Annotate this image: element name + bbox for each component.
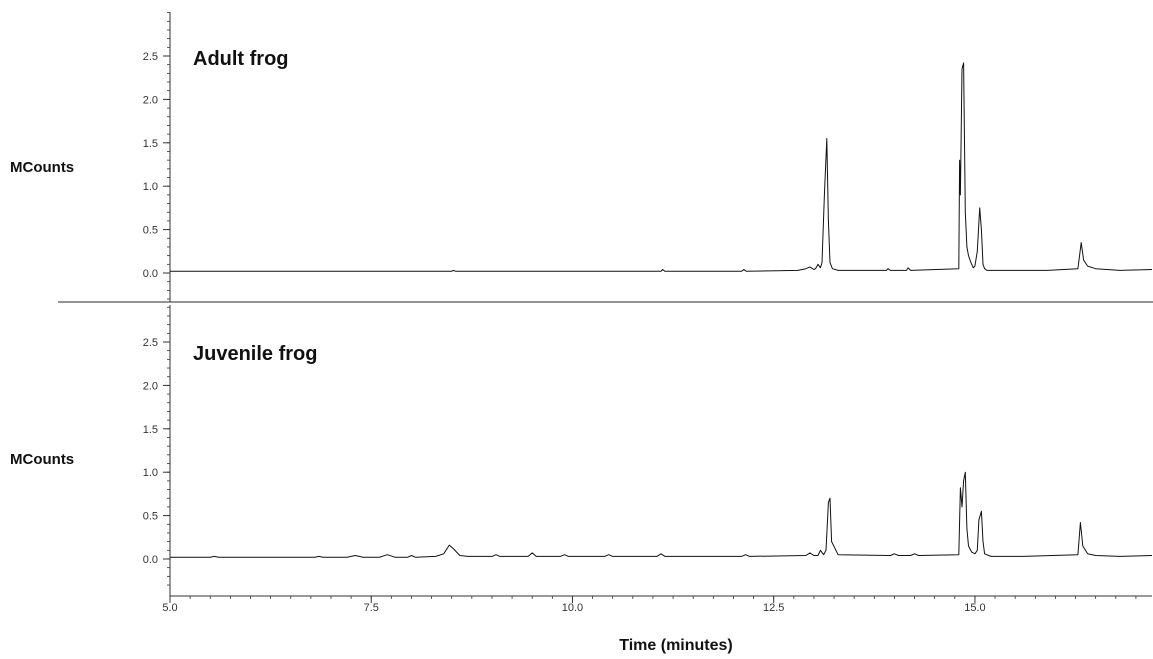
y-tick-label: 0.5: [143, 225, 158, 237]
y-tick-label: 1.5: [143, 138, 158, 150]
y-tick-label: 0.0: [143, 554, 158, 566]
y-axis-label-panel-2: MCounts: [10, 451, 74, 468]
panel-title-1: Adult frog: [193, 48, 289, 70]
x-tick-label: 15.0: [964, 602, 985, 614]
x-tick-label: 12.5: [763, 602, 784, 614]
y-tick-label: 0.5: [143, 511, 158, 523]
trace-panel-2: [170, 471, 1153, 558]
panel-title-2: Juvenile frog: [193, 343, 317, 365]
y-tick-label: 2.5: [143, 51, 158, 63]
y-tick-label: 1.0: [143, 181, 158, 193]
y-tick-label: 2.0: [143, 380, 158, 392]
y-tick-label: 1.0: [143, 467, 158, 479]
y-tick-label: 2.5: [143, 337, 158, 349]
x-tick-label: 7.5: [364, 602, 379, 614]
y-tick-label: 0.0: [143, 268, 158, 280]
trace-panel-1: [170, 62, 1153, 272]
y-axis-label-panel-1: MCounts: [10, 159, 74, 176]
x-axis-label: Time (minutes): [619, 637, 733, 654]
y-tick-label: 1.5: [143, 424, 158, 436]
x-tick-label: 10.0: [562, 602, 583, 614]
x-tick-label: 5.0: [162, 602, 177, 614]
y-tick-label: 2.0: [143, 94, 158, 106]
